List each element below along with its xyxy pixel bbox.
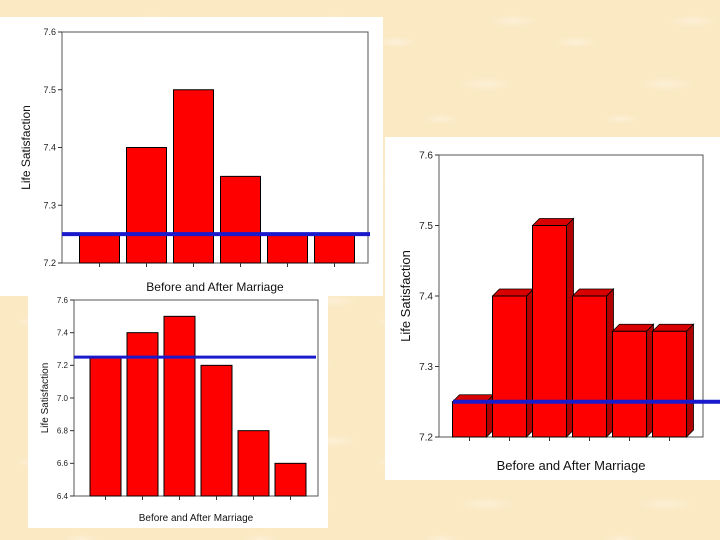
x-axis-title: Before and After Marriage: [497, 458, 646, 473]
y-tick-label: 7.2: [43, 258, 56, 268]
bar: [163, 315, 196, 497]
y-tick-label: 7.6: [57, 296, 69, 305]
y-tick-label: 7.3: [43, 200, 56, 210]
x-axis-title: Before and After Marriage: [139, 513, 254, 524]
bar: [237, 430, 270, 497]
chart-panel-right: 7.2 7.3 7.4 7.5 7.6 Before and After Marriage…: [385, 137, 720, 480]
y-tick-label: 7.0: [57, 394, 69, 403]
bar: [452, 401, 487, 438]
bar-top: [491, 288, 535, 297]
y-axis-title: Life Satisfaction: [398, 250, 413, 342]
chart-panel-top-left: 7.2 7.3 7.4 7.5 7.6 Before and After Marriage…: [0, 17, 383, 296]
bar: [612, 330, 647, 438]
plot-frame: [61, 31, 369, 264]
bar: [267, 233, 308, 264]
y-tick-label: 7.2: [57, 361, 69, 370]
y-axis-title: Life Satisfaction: [19, 105, 33, 190]
bar: [200, 364, 233, 497]
chart-panel-bottom-left: 6.4 6.6 6.8 7.0 7.2 7.4 7.6 Before and After Ma…: [28, 296, 328, 528]
bar: [532, 225, 567, 438]
bar: [79, 233, 120, 264]
bar: [274, 462, 307, 497]
y-tick-label: 6.4: [57, 492, 69, 501]
y-tick-label: 7.5: [43, 85, 56, 95]
y-tick-label: 7.3: [419, 362, 433, 373]
bar: [492, 295, 527, 438]
bar-chart-2: 6.4 6.6 6.8 7.0 7.2 7.4 7.6 Before and After Ma…: [40, 296, 319, 524]
y-tick-label: 6.8: [57, 426, 69, 435]
bar: [173, 89, 214, 264]
bar-top: [611, 323, 655, 332]
y-tick-label: 7.4: [419, 292, 433, 303]
bar: [220, 175, 261, 264]
bar: [652, 330, 687, 438]
y-tick-label: 7.6: [419, 151, 433, 162]
y-axis-title: Life Satisfaction: [40, 363, 51, 434]
bar: [572, 295, 607, 438]
bar: [126, 147, 167, 264]
bar-chart-3: 7.2 7.3 7.4 7.5 7.6 Before and After Marriage…: [398, 151, 720, 473]
bar: [126, 332, 159, 497]
y-tick-label: 7.5: [419, 221, 433, 232]
x-axis-title: Before and After Marriage: [146, 280, 284, 294]
bar-top: [651, 323, 695, 332]
y-tick-label: 7.4: [57, 328, 69, 337]
bar-top: [531, 218, 575, 226]
y-tick-label: 6.6: [57, 459, 69, 468]
bar-top: [571, 288, 615, 297]
bar-chart-1: 7.2 7.3 7.4 7.5 7.6 Before and After Marriage…: [19, 27, 370, 294]
y-tick-label: 7.6: [43, 27, 56, 37]
y-tick-label: 7.2: [419, 433, 433, 444]
bar: [89, 356, 122, 497]
y-tick-label: 7.4: [43, 143, 56, 153]
bar-side: [686, 323, 694, 438]
bar: [314, 233, 355, 264]
